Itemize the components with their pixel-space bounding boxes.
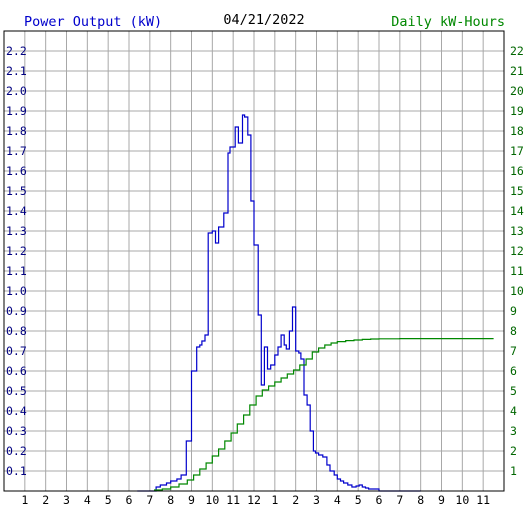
left-tick-label: 0.4 <box>6 404 27 418</box>
power-series-line <box>137 114 421 492</box>
right-tick-label: 13 <box>510 224 524 238</box>
left-axis-ticks: 0.1 0.2 0.3 0.4 0.5 0.6 0.7 0.8 0.9 1.0 1.1 1.2 1.3 1… <box>6 44 27 478</box>
left-tick-label: 0.2 <box>6 444 27 458</box>
left-tick-label: 2.2 <box>6 44 27 58</box>
right-tick-label: 3 <box>510 424 517 438</box>
left-tick-label: 0.5 <box>6 384 27 398</box>
x-tick-label: 10 <box>455 493 469 507</box>
x-tick-label: 10 <box>205 493 219 507</box>
right-tick-label: 6 <box>510 364 517 378</box>
right-tick-label: 15 <box>510 184 524 198</box>
right-tick-label: 21 <box>510 64 524 78</box>
x-tick-label: 2 <box>42 493 49 507</box>
x-tick-label: 9 <box>188 493 195 507</box>
chart-title: 04/21/2022 <box>223 12 304 28</box>
series-layer <box>137 114 494 492</box>
plot-frame <box>3 30 505 492</box>
left-tick-label: 1.9 <box>6 104 27 118</box>
left-tick-label: 0.8 <box>6 324 27 338</box>
right-tick-label: 8 <box>510 324 517 338</box>
left-tick-label: 0.6 <box>6 364 27 378</box>
left-tick-label: 0.7 <box>6 344 27 358</box>
x-tick-label: 8 <box>417 493 424 507</box>
right-tick-label: 9 <box>510 304 517 318</box>
left-tick-label: 0.3 <box>6 424 27 438</box>
x-tick-label: 2 <box>292 493 299 507</box>
right-tick-label: 22 <box>510 44 524 58</box>
x-tick-label: 5 <box>355 493 362 507</box>
left-tick-label: 1.3 <box>6 224 27 238</box>
left-tick-label: 2.0 <box>6 84 27 98</box>
left-tick-label: 1.4 <box>6 204 27 218</box>
x-tick-label: 6 <box>126 493 133 507</box>
x-tick-label: 3 <box>313 493 320 507</box>
x-tick-label: 3 <box>63 493 70 507</box>
x-tick-label: 8 <box>167 493 174 507</box>
left-tick-label: 1.2 <box>6 244 27 258</box>
energy-series-line <box>154 338 494 491</box>
grid <box>4 31 504 491</box>
x-tick-label: 7 <box>146 493 153 507</box>
left-tick-label: 2.1 <box>6 64 27 78</box>
right-tick-label: 14 <box>510 204 524 218</box>
x-axis-ticks: 1 2 3 4 5 6 7 8 9 10 11 12 1 2 3 4 5 6 7 8 9 10 11 <box>21 493 490 507</box>
x-tick-label: 4 <box>84 493 91 507</box>
x-tick-label: 1 <box>271 493 278 507</box>
left-tick-label: 1.7 <box>6 144 27 158</box>
left-tick-label: 0.1 <box>6 464 27 478</box>
left-tick-label: 1.1 <box>6 264 27 278</box>
left-tick-label: 1.8 <box>6 124 27 138</box>
right-tick-label: 12 <box>510 244 524 258</box>
x-tick-label: 6 <box>376 493 383 507</box>
right-tick-label: 10 <box>510 284 524 298</box>
right-axis-label: Daily kW-Hours <box>391 14 505 30</box>
x-tick-label: 11 <box>226 493 240 507</box>
x-tick-label: 12 <box>247 493 261 507</box>
x-tick-label: 9 <box>438 493 445 507</box>
right-tick-label: 16 <box>510 164 524 178</box>
left-tick-label: 0.9 <box>6 304 27 318</box>
left-tick-label: 1.0 <box>6 284 27 298</box>
right-tick-label: 17 <box>510 144 524 158</box>
right-tick-label: 4 <box>510 404 517 418</box>
right-tick-label: 1 <box>510 464 517 478</box>
right-tick-label: 5 <box>510 384 517 398</box>
right-tick-label: 19 <box>510 104 524 118</box>
right-tick-label: 20 <box>510 84 524 98</box>
left-axis-label: Power Output (kW) <box>24 14 162 30</box>
left-tick-label: 1.6 <box>6 164 27 178</box>
left-tick-label: 1.5 <box>6 184 27 198</box>
x-tick-label: 5 <box>105 493 112 507</box>
right-tick-label: 18 <box>510 124 524 138</box>
x-tick-label: 7 <box>396 493 403 507</box>
right-tick-label: 11 <box>510 264 524 278</box>
x-tick-label: 4 <box>334 493 341 507</box>
right-tick-label: 7 <box>510 344 517 358</box>
x-tick-label: 11 <box>476 493 490 507</box>
right-tick-label: 2 <box>510 444 517 458</box>
x-tick-label: 1 <box>21 493 28 507</box>
